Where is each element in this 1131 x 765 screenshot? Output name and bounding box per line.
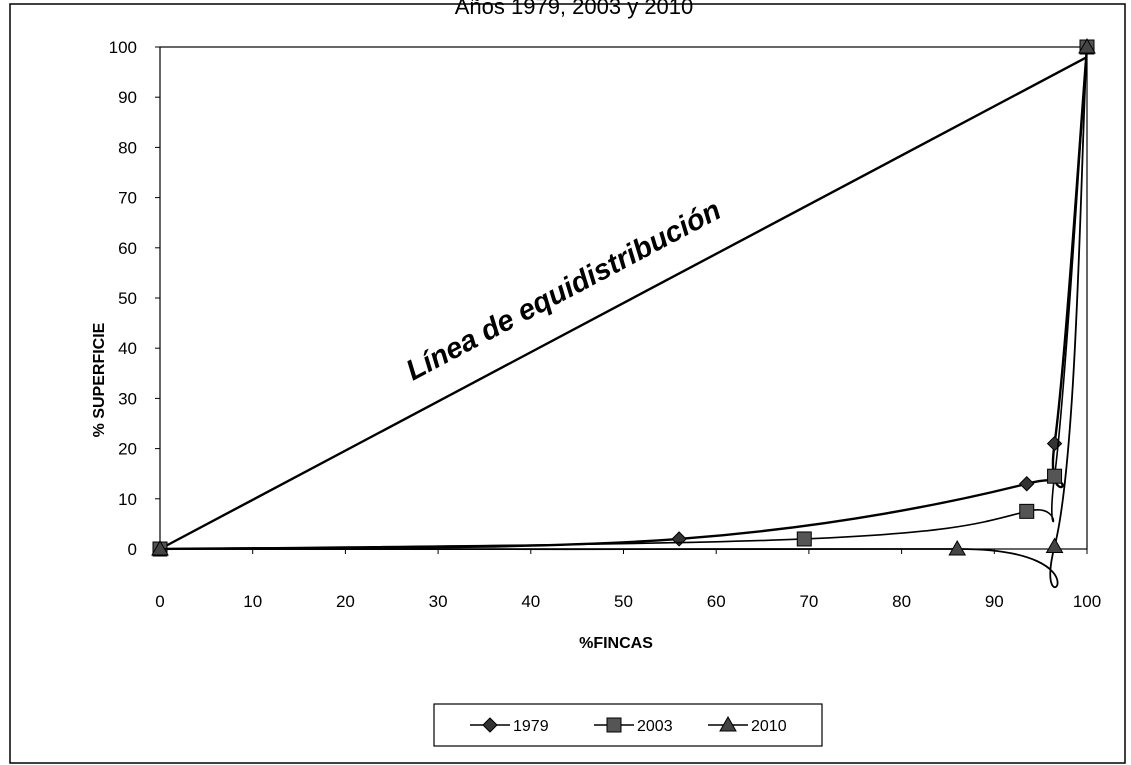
series-line-1979 xyxy=(159,46,1089,551)
legend-marker-2003 xyxy=(606,717,622,733)
y-tick-label: 40 xyxy=(118,339,137,358)
plot-area xyxy=(159,46,1088,550)
legend-label-1979: 1979 xyxy=(513,718,549,735)
y-tick-label: 20 xyxy=(118,440,137,459)
series-2003-marker xyxy=(1019,503,1035,519)
chart-title: Años 1979, 2003 y 2010 xyxy=(455,0,694,19)
x-tick-label: 80 xyxy=(892,592,911,611)
series-1979-marker xyxy=(1019,476,1035,492)
x-tick-label: 60 xyxy=(707,592,726,611)
legend-label-2003: 2003 xyxy=(637,718,673,735)
legend-marker-1979 xyxy=(482,717,498,733)
y-tick-label: 10 xyxy=(118,490,137,509)
y-axis-tick-labels: 0 10 20 30 40 50 60 70 80 90 100 xyxy=(109,38,160,559)
y-axis-title: % SUPERFICIE xyxy=(91,322,108,437)
y-tick-label: 90 xyxy=(118,88,137,107)
y-tick-label: 80 xyxy=(118,138,137,157)
series-line-2003 xyxy=(159,46,1088,550)
y-tick-label: 100 xyxy=(109,38,137,57)
series-2010-marker xyxy=(948,539,967,556)
series-2010 xyxy=(151,37,1096,589)
legend-marker-2010 xyxy=(719,715,737,732)
series-2003-marker xyxy=(1047,468,1063,484)
x-tick-label: 70 xyxy=(799,592,818,611)
equidistribution-line xyxy=(159,55,1088,551)
series-2010-marker xyxy=(1045,537,1064,553)
x-axis-tick-labels: 0 10 20 30 40 50 60 70 80 90 100 xyxy=(155,549,1101,611)
legend: 1979 2003 2010 xyxy=(433,703,823,747)
x-tick-label: 20 xyxy=(336,592,355,611)
series-group xyxy=(151,37,1096,589)
x-tick-label: 100 xyxy=(1073,592,1101,611)
x-tick-label: 10 xyxy=(243,592,262,611)
series-2010-marker xyxy=(1078,37,1096,54)
y-tick-label: 70 xyxy=(118,189,137,208)
legend-label-2010: 2010 xyxy=(751,718,787,735)
x-tick-label: 40 xyxy=(521,592,540,611)
y-tick-label: 0 xyxy=(128,540,137,559)
x-tick-label: 90 xyxy=(985,592,1004,611)
series-line-2010 xyxy=(159,46,1088,589)
x-axis-title: %FINCAS xyxy=(579,635,653,652)
y-tick-label: 50 xyxy=(118,289,137,308)
y-tick-label: 30 xyxy=(118,389,137,408)
x-tick-label: 0 xyxy=(155,592,164,611)
x-tick-label: 30 xyxy=(429,592,448,611)
equidistribution-line-group xyxy=(159,55,1088,551)
series-2003-marker xyxy=(796,531,812,547)
series-2010-marker xyxy=(151,539,169,556)
x-tick-label: 50 xyxy=(614,592,633,611)
y-tick-label: 60 xyxy=(118,239,137,258)
